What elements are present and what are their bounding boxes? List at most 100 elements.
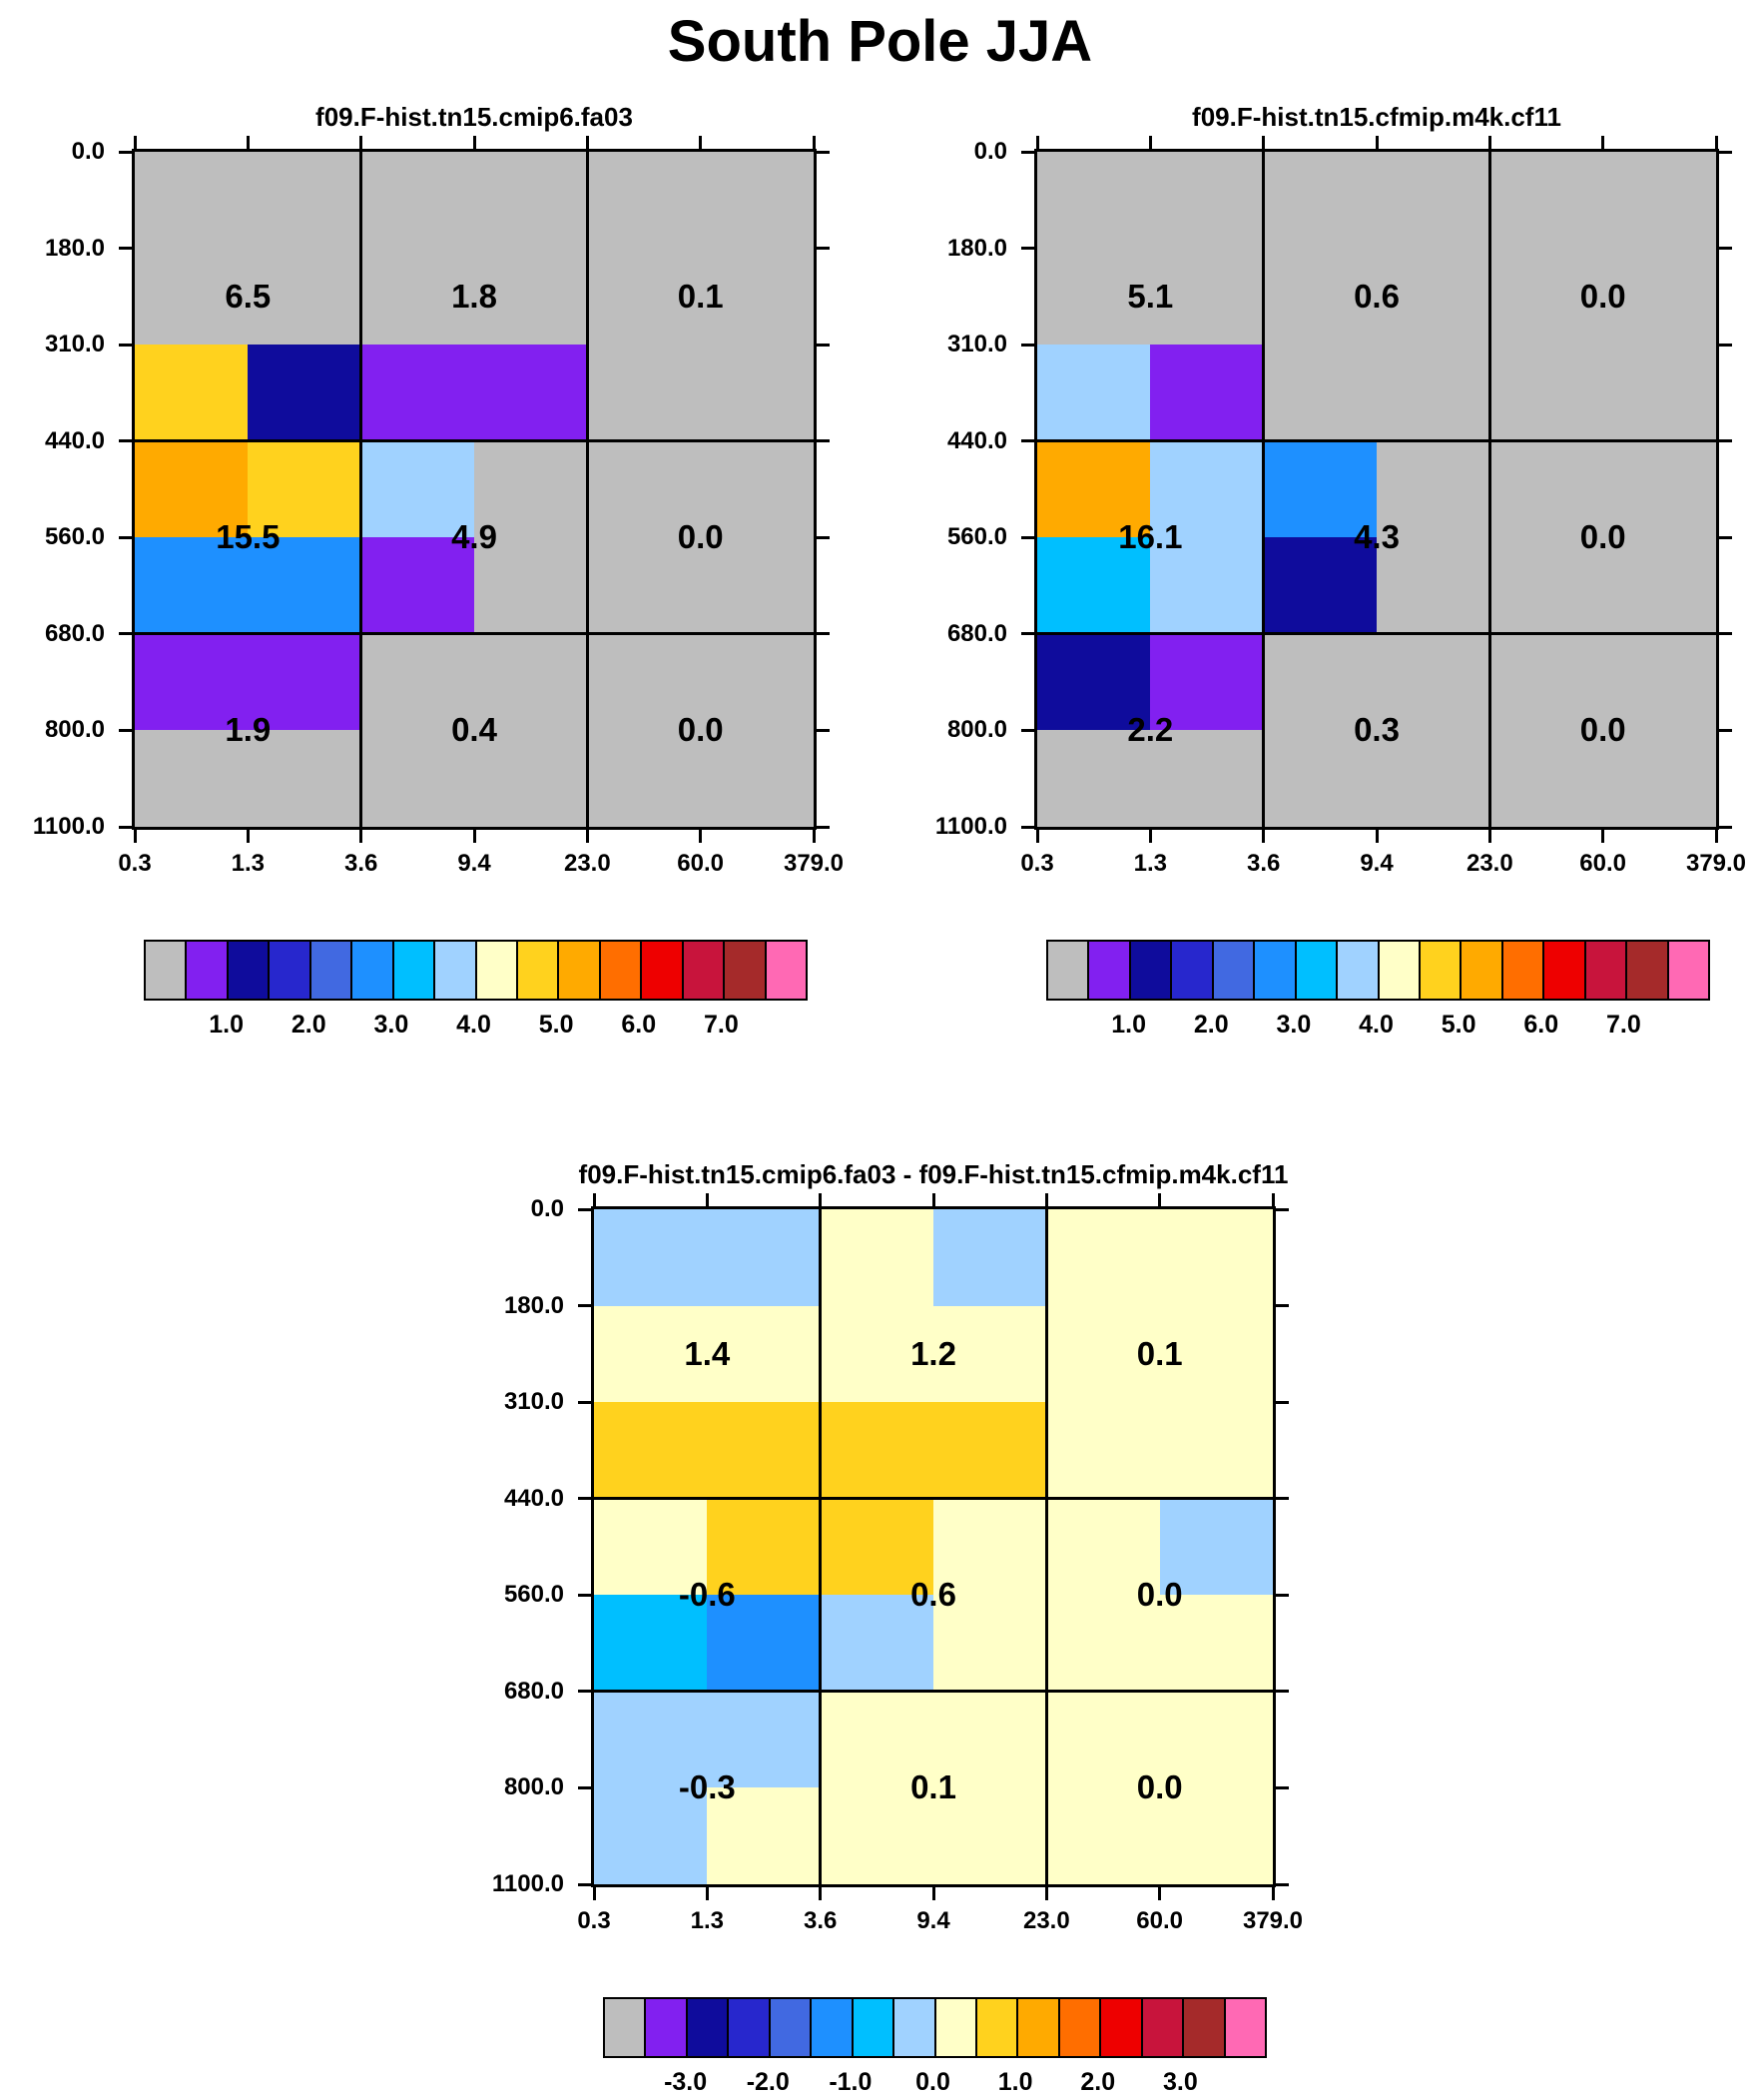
- colorbar-swatch: [1668, 942, 1708, 999]
- heatmap-cell: [248, 440, 362, 539]
- heatmap-cell: [135, 537, 250, 635]
- region-value-label: -0.3: [678, 1768, 736, 1806]
- y-axis-tick-left: [578, 1593, 591, 1597]
- colorbar-tick-label: -1.0: [829, 2068, 873, 2096]
- region-value-label: 1.2: [910, 1334, 956, 1372]
- colorbar-tick-label: -2.0: [746, 2068, 790, 2096]
- region-divider-horizontal: [135, 439, 814, 443]
- heatmap-cell: [1150, 440, 1265, 539]
- x-axis-tick-label: 3.6: [803, 1907, 838, 1934]
- x-axis-tick-label: 1.3: [690, 1907, 725, 1934]
- y-axis-tick-right: [1276, 1882, 1289, 1886]
- x-axis-tick-top: [359, 136, 363, 149]
- heatmap-cell: [1489, 730, 1604, 827]
- region-value-label: 0.1: [910, 1768, 956, 1806]
- heatmap-cell: [360, 730, 475, 827]
- heatmap-cell: [1263, 248, 1378, 347]
- y-axis-tick-right: [817, 825, 830, 829]
- x-axis-tick-bottom: [592, 1887, 596, 1900]
- heatmap-cell: [360, 537, 475, 635]
- heatmap-cell: [135, 440, 250, 539]
- colorbar-swatch: [1184, 1999, 1226, 2056]
- heatmap-cell: [1037, 248, 1152, 347]
- x-axis-tick-bottom: [705, 1887, 709, 1900]
- heatmap-cell: [1377, 152, 1491, 250]
- y-axis-tick-label: 180.0: [946, 234, 1007, 262]
- y-axis-tick-right: [1719, 247, 1732, 251]
- heatmap-cell: [1489, 440, 1604, 539]
- x-axis-tick-label: 60.0: [677, 850, 725, 877]
- heatmap-cell: [1037, 537, 1152, 635]
- x-axis-tick-label: 379.0: [783, 850, 845, 877]
- y-axis-tick-left: [119, 728, 132, 732]
- x-axis-tick-label: 23.0: [1022, 1907, 1070, 1934]
- region-divider-vertical: [1487, 152, 1491, 827]
- heatmap-cell: [1150, 730, 1265, 827]
- heatmap-cell: [700, 633, 814, 732]
- y-axis-tick-left: [1021, 535, 1034, 539]
- heatmap-cell: [1377, 730, 1491, 827]
- x-axis-tick-bottom: [1487, 830, 1491, 843]
- heatmap-cell: [1046, 1498, 1161, 1597]
- heatmap-cell: [1046, 1787, 1161, 1884]
- heatmap-cell: [1602, 633, 1716, 732]
- heatmap-cell: [474, 152, 589, 250]
- colorbar-swatch: [270, 942, 311, 999]
- y-axis-tick-left: [119, 439, 132, 443]
- y-axis-tick-left: [119, 535, 132, 539]
- y-axis-tick-right: [1719, 150, 1732, 154]
- x-axis-tick-top: [819, 1193, 823, 1206]
- colorbar-swatch: [1338, 942, 1380, 999]
- colorbar-swatch: [687, 1999, 730, 2056]
- heatmap-cell: [1377, 633, 1491, 732]
- y-axis-tick-right: [817, 150, 830, 154]
- heatmap-cell: [1263, 537, 1378, 635]
- x-axis-tick-top: [592, 1193, 596, 1206]
- heatmap-cell: [933, 1787, 1048, 1884]
- x-axis-tick-label: 1.3: [1133, 850, 1168, 877]
- heatmap-cell: [1159, 1498, 1273, 1597]
- colorbar-swatch: [853, 1999, 895, 2056]
- region-value-label: 0.0: [1579, 711, 1626, 749]
- heatmap-cell: [594, 1691, 709, 1789]
- y-axis-tick-right: [1719, 632, 1732, 636]
- region-divider-horizontal: [594, 1497, 1273, 1501]
- heatmap-cell: [248, 345, 362, 442]
- colorbar-swatch: [770, 1999, 813, 2056]
- x-axis-tick-top: [133, 136, 137, 149]
- y-axis-tick-right: [1276, 1497, 1289, 1501]
- colorbar-swatch: [1089, 942, 1131, 999]
- y-axis-tick-label: 0.0: [973, 138, 1007, 165]
- y-axis-tick-label: 560.0: [946, 523, 1007, 551]
- heatmap-cell: [474, 345, 589, 442]
- y-axis-tick-left: [119, 825, 132, 829]
- heatmap-cell: [1159, 1305, 1273, 1404]
- y-axis-tick-left: [1021, 439, 1034, 443]
- y-axis-tick-right: [1276, 1400, 1289, 1404]
- x-axis-tick-top: [1148, 136, 1152, 149]
- colorbar-tick-label: 1.0: [1111, 1011, 1146, 1039]
- heatmap-cell: [1150, 345, 1265, 442]
- colorbar-swatch: [517, 942, 560, 999]
- colorbar-tick-label: 3.0: [373, 1011, 409, 1039]
- colorbar-tick-label: 3.0: [1162, 2068, 1198, 2096]
- x-axis-tick-top: [1487, 136, 1491, 149]
- y-axis-tick-right: [817, 728, 830, 732]
- heatmap-cell: [587, 730, 702, 827]
- heatmap-cell: [1489, 345, 1604, 442]
- colorbar-swatch: [642, 942, 684, 999]
- region-divider-vertical: [819, 1209, 823, 1884]
- heatmap-cell: [1159, 1209, 1273, 1307]
- heatmap-cell: [594, 1305, 709, 1404]
- heatmap-cell: [474, 248, 589, 347]
- panel-title: f09.F-hist.tn15.cmip6.fa03: [315, 102, 633, 132]
- y-axis-tick-left: [119, 150, 132, 154]
- x-axis-tick-label: 0.3: [118, 850, 152, 877]
- colorbar-swatch: [146, 942, 188, 999]
- heatmap-cell: [820, 1691, 934, 1789]
- heatmap-cell: [248, 730, 362, 827]
- colorbar-swatch: [1213, 942, 1256, 999]
- y-axis-tick-left: [119, 247, 132, 251]
- colorbar-swatch: [435, 942, 477, 999]
